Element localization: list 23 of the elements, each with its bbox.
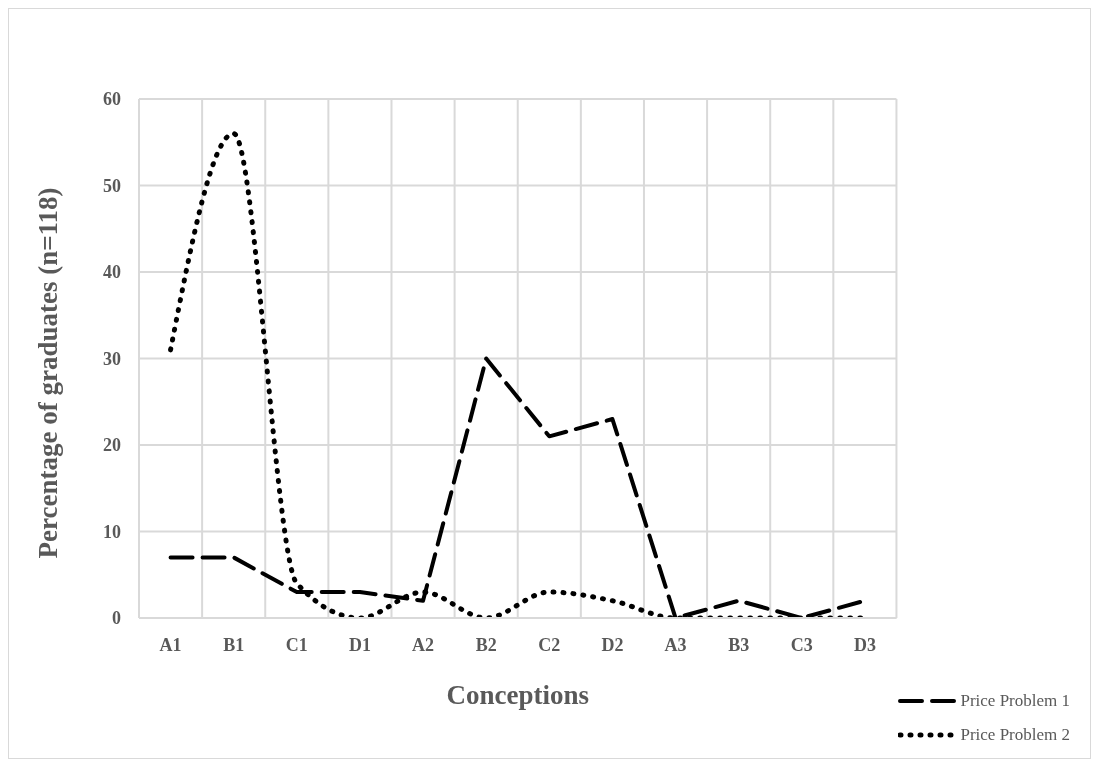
x-tick-label: A1 bbox=[159, 634, 182, 655]
x-axis-title: Conceptions bbox=[446, 680, 589, 710]
x-tick-label: A3 bbox=[664, 634, 687, 655]
x-tick-label: B1 bbox=[223, 634, 245, 655]
x-tick-label: B3 bbox=[728, 634, 750, 655]
x-tick-label: A2 bbox=[412, 634, 435, 655]
y-tick-label: 30 bbox=[103, 348, 121, 369]
y-tick-label: 60 bbox=[103, 89, 121, 110]
y-tick-label: 50 bbox=[103, 175, 121, 196]
y-tick-label: 10 bbox=[103, 521, 121, 542]
y-tick-label: 40 bbox=[103, 262, 121, 283]
x-tick-label: C3 bbox=[790, 634, 813, 655]
x-tick-label: B2 bbox=[475, 634, 497, 655]
legend-label: Price Problem 1 bbox=[960, 691, 1070, 711]
y-tick-label: 20 bbox=[103, 435, 121, 456]
x-tick-label: C2 bbox=[538, 634, 561, 655]
x-tick-label: D2 bbox=[601, 634, 624, 655]
x-tick-label: D3 bbox=[853, 634, 876, 655]
x-tick-label: D1 bbox=[348, 634, 371, 655]
y-tick-label: 0 bbox=[112, 608, 121, 629]
legend-label: Price Problem 2 bbox=[960, 725, 1070, 745]
x-tick-label: C1 bbox=[285, 634, 308, 655]
y-axis-title: Percentage of graduates (n=118) bbox=[32, 187, 63, 559]
